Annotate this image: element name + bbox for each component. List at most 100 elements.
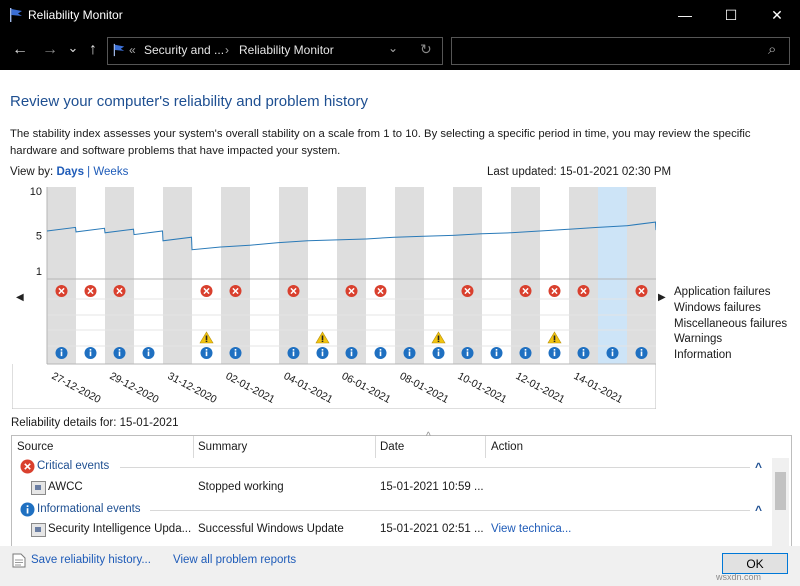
view-all-problem-reports-link[interactable]: View all problem reports (173, 554, 297, 566)
sort-caret-icon: ^ (426, 431, 431, 442)
application-failure-icon (374, 285, 387, 297)
event-source[interactable]: AWCC (48, 481, 83, 493)
breadcrumb-security[interactable]: Security and ... (144, 43, 225, 57)
group-informational-events[interactable]: Informational events (37, 503, 141, 515)
column-divider[interactable] (485, 436, 486, 458)
information-event-icon (635, 347, 648, 359)
information-event-icon (84, 347, 97, 359)
information-event-icon (606, 347, 619, 359)
y-axis-area (12, 187, 47, 364)
event-date[interactable]: 15-01-2021 02:51 ... (380, 523, 484, 535)
forward-button[interactable]: → (42, 41, 58, 58)
view-days-link[interactable]: Days (56, 166, 84, 178)
ok-button[interactable]: OK (722, 553, 788, 574)
group-critical-events[interactable]: Critical events (37, 460, 110, 472)
breadcrumb-overflow-icon[interactable]: « (129, 43, 136, 57)
page-title: Review your computer's reliability and p… (10, 93, 369, 110)
information-event-icon (519, 347, 532, 359)
breadcrumb-separator-icon: › (225, 43, 229, 57)
details-title: Reliability details for: 15-01-2021 (11, 417, 179, 429)
collapse-chevron-icon[interactable]: ^ (755, 503, 763, 517)
back-button[interactable]: ← (12, 41, 28, 58)
row-label-misc-failures: Miscellaneous failures (674, 318, 788, 330)
search-input[interactable]: ⌕ (451, 37, 790, 65)
event-summary[interactable]: Successful Windows Update (198, 523, 344, 535)
minimize-button[interactable]: — (678, 7, 692, 23)
search-icon[interactable]: ⌕ (768, 41, 777, 58)
event-summary[interactable]: Stopped working (198, 481, 284, 493)
app-window-icon (31, 481, 46, 495)
day-column[interactable] (627, 187, 656, 364)
stability-index-line (46, 221, 656, 251)
day-column[interactable] (47, 187, 76, 364)
day-column[interactable] (453, 187, 482, 364)
day-column[interactable] (569, 187, 598, 364)
day-column[interactable] (366, 187, 395, 364)
address-bar[interactable]: « Security and ... › Reliability Monitor… (107, 37, 443, 65)
breadcrumb-reliability-monitor[interactable]: Reliability Monitor (239, 43, 334, 57)
application-failure-icon (519, 285, 532, 297)
day-column[interactable] (511, 187, 540, 364)
details-table (11, 435, 792, 548)
selected-day-column[interactable] (598, 187, 627, 364)
event-source[interactable]: Security Intelligence Upda... (48, 523, 192, 535)
application-failure-icon (229, 285, 242, 297)
application-failure-icon (113, 285, 126, 297)
day-column[interactable] (279, 187, 308, 364)
row-label-warnings: Warnings (674, 333, 723, 345)
collapse-chevron-icon[interactable]: ^ (755, 460, 763, 474)
row-label-information: Information (674, 349, 732, 361)
critical-error-icon (20, 459, 35, 474)
refresh-icon[interactable]: ↻ (420, 41, 432, 57)
recent-locations-button[interactable]: ⌄ (67, 40, 79, 55)
view-separator: | (87, 166, 91, 178)
group-divider (120, 467, 750, 468)
event-date[interactable]: 15-01-2021 10:59 ... (380, 481, 484, 493)
information-icon (20, 502, 35, 517)
row-label-application-failures: Application failures (674, 286, 771, 298)
warning-icon (199, 331, 214, 344)
address-dropdown-icon[interactable]: ⌄ (388, 41, 399, 55)
information-event-icon (113, 347, 126, 359)
application-failure-icon (200, 285, 213, 297)
scrollbar-thumb[interactable] (775, 472, 786, 510)
information-event-icon (548, 347, 561, 359)
view-weeks-link[interactable]: Weeks (93, 166, 129, 178)
day-column[interactable] (482, 187, 511, 364)
save-reliability-history-link[interactable]: Save reliability history... (31, 554, 151, 566)
up-button[interactable]: ↑ (89, 41, 97, 58)
column-header-action[interactable]: Action (491, 441, 523, 453)
application-failure-icon (548, 285, 561, 297)
day-column[interactable] (76, 187, 105, 364)
information-event-icon (55, 347, 68, 359)
application-failure-icon (345, 285, 358, 297)
application-failure-icon (635, 285, 648, 297)
chart-scroll-left-button[interactable]: ◀ (16, 292, 24, 303)
warning-icon (315, 331, 330, 344)
column-divider[interactable] (375, 436, 376, 458)
application-failure-icon (84, 285, 97, 297)
day-column[interactable] (337, 187, 366, 364)
close-button[interactable]: ✕ (771, 7, 783, 23)
column-header-source[interactable]: Source (17, 441, 54, 453)
information-event-icon (490, 347, 503, 359)
chart-scroll-right-button[interactable]: ▶ (658, 292, 666, 303)
day-column[interactable] (221, 187, 250, 364)
title-bar: Reliability Monitor — ☐ ✕ (0, 0, 800, 30)
column-header-date[interactable]: Date (380, 441, 405, 453)
app-flag-icon (10, 8, 22, 22)
day-column[interactable] (105, 187, 134, 364)
information-event-icon (432, 347, 445, 359)
day-column[interactable] (395, 187, 424, 364)
day-column[interactable] (163, 187, 192, 364)
maximize-button[interactable]: ☐ (724, 7, 738, 23)
warning-icon (431, 331, 446, 344)
view-technical-details-link[interactable]: View technica... (491, 523, 572, 535)
column-header-summary[interactable]: Summary (198, 441, 248, 453)
column-divider[interactable] (193, 436, 194, 458)
app-window-icon (31, 523, 46, 537)
day-column[interactable] (134, 187, 163, 364)
save-document-icon (12, 553, 26, 568)
day-column[interactable] (250, 187, 279, 364)
